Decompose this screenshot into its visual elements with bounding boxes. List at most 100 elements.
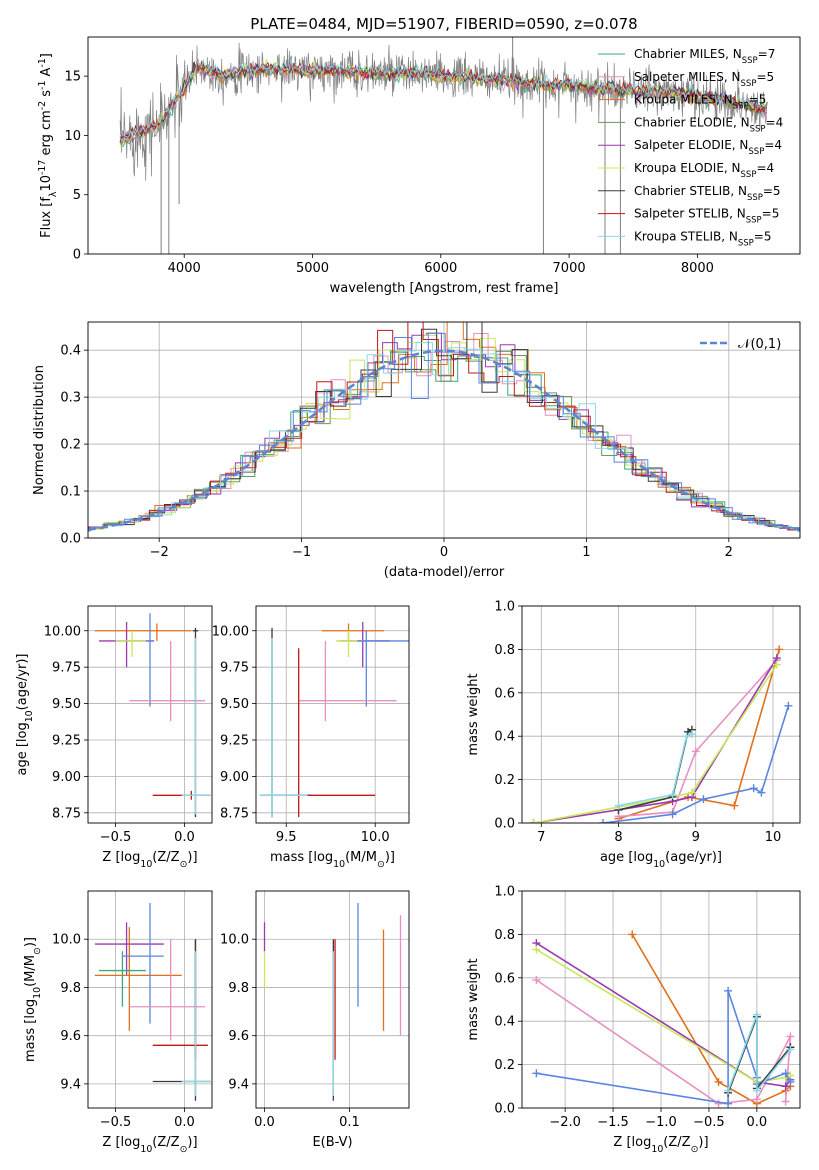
y-tick-label: 0.0	[494, 1102, 515, 1117]
mass-vs-extinction-panel: 0.0 0.1 9.4 9.6 9.8 10.0 E(B-V)	[220, 890, 410, 1150]
x-tick-label: 6000	[424, 261, 457, 276]
weight-series-line	[535, 942, 792, 1088]
plot-area	[94, 903, 211, 1101]
weight-series-line	[603, 705, 790, 823]
y-tick-label: 0.0	[494, 817, 515, 832]
residual-histogram	[88, 322, 800, 532]
legend-entry: Salpeter MILES, NSSP=5	[634, 70, 774, 89]
axes-frame	[87, 605, 213, 824]
weight-point-marker	[714, 1099, 723, 1108]
weight-point-marker	[614, 801, 623, 810]
legend-entry: Chabrier MILES, NSSP=7	[634, 47, 775, 66]
spectrum-panel: 4000 5000 6000 7000 8000 0 5 10 15 wavelength [An…	[37, 36, 801, 296]
y-tick-label: 0.6	[494, 686, 515, 701]
legend-entry: Salpeter STELIB, NSSP=5	[634, 207, 779, 226]
y-tick-label: 10	[64, 129, 81, 144]
weight-point-marker	[668, 790, 677, 799]
age-vs-mass-panel: 9.5 10.0 8.75 9.00 9.25 9.50 9.75 10.00 mass [lo…	[212, 605, 410, 870]
y-tick-label: 9.8	[60, 981, 81, 996]
y-tick-label: 9.00	[52, 770, 81, 785]
y-tick-label: 9.6	[228, 1029, 249, 1044]
x-tick-label: 5000	[296, 261, 329, 276]
y-tick-label: 0.4	[494, 1015, 515, 1030]
plot-area	[94, 613, 211, 818]
y-axis-label: age [log10(age/yr)]	[15, 653, 35, 775]
weight-point-marker	[724, 1099, 733, 1108]
x-axis-label: age [log10(age/yr)]	[600, 850, 722, 870]
weight-series-line	[536, 990, 792, 1105]
data-spectrum-line	[119, 42, 769, 181]
x-tick-label: −0.5	[693, 1115, 725, 1130]
axes-frame	[521, 890, 801, 1109]
x-tick-label: −1	[292, 545, 311, 560]
x-tick-label: 0.0	[254, 1115, 275, 1130]
y-tick-label: 5	[73, 188, 81, 203]
y-tick-label: 8.75	[220, 806, 249, 821]
axes-frame	[255, 890, 410, 1109]
weight-point-marker	[781, 1097, 790, 1106]
x-tick-label: −2.0	[549, 1115, 581, 1130]
weight-point-marker	[599, 819, 608, 823]
weight-point-marker	[668, 810, 677, 819]
axes-frame	[87, 890, 213, 1109]
weight-point-marker	[730, 801, 739, 810]
legend-entry: Kroupa STELIB, NSSP=5	[634, 229, 772, 248]
y-tick-label: 9.25	[220, 733, 249, 748]
y-tick-label: 9.50	[220, 697, 249, 712]
y-tick-label: 10.00	[44, 624, 81, 639]
y-tick-label: 9.6	[60, 1029, 81, 1044]
axes-frame	[87, 321, 801, 539]
weight-point-marker	[532, 1069, 541, 1078]
spectrum-legend: Chabrier MILES, NSSP=7 Salpeter MILES, NS…	[598, 47, 783, 248]
y-tick-label: 9.50	[52, 697, 81, 712]
y-tick-label: 9.75	[52, 661, 81, 676]
age-vs-metallicity-panel: −0.5 0.0 8.75 9.00 9.25 9.50 9.75 10.00 Z [log10…	[15, 605, 213, 870]
x-tick-label: 0.0	[174, 1115, 195, 1130]
weight-point-marker	[532, 945, 541, 954]
model-spectrum-line	[119, 61, 767, 141]
x-axis-label: (data-model)/error	[384, 565, 505, 580]
weight-point-marker	[757, 788, 766, 797]
y-tick-label: 9.4	[60, 1077, 81, 1092]
weight-vs-metallicity-panel: −2.0 −1.5 −1.0 −0.5 0.0 0.0 0.2 0.4 0.6 0.8 1.0 Z […	[466, 885, 801, 1155]
axes-frame	[521, 605, 801, 824]
y-tick-label: 10.0	[52, 933, 81, 948]
weight-point-marker	[784, 701, 793, 710]
weight-point-marker	[691, 747, 700, 756]
x-tick-label: 8	[614, 830, 622, 845]
y-tick-label: 9.25	[52, 733, 81, 748]
plot-area	[119, 37, 769, 254]
x-tick-label: 2	[725, 545, 733, 560]
y-tick-label: 0.2	[60, 438, 81, 453]
x-tick-label: 0.1	[339, 1115, 360, 1130]
x-tick-label: 0.0	[747, 1115, 768, 1130]
weight-series-line	[618, 659, 778, 818]
y-axis-label: Normed distribution	[32, 365, 47, 495]
weight-point-marker	[786, 1045, 795, 1054]
y-tick-label: 0.8	[494, 643, 515, 658]
weight-point-marker	[714, 1077, 723, 1086]
x-tick-label: 4000	[168, 261, 201, 276]
y-tick-label: 0.0	[60, 532, 81, 547]
weight-series-line	[535, 979, 792, 1105]
weight-point-marker	[724, 986, 733, 995]
y-tick-label: 0.4	[494, 730, 515, 745]
legend-entry: Chabrier ELODIE, NSSP=4	[634, 115, 783, 134]
plot-area	[532, 930, 795, 1108]
x-tick-label: 9.5	[276, 830, 297, 845]
legend-entry: 𝒩(0,1)	[738, 337, 781, 352]
weight-point-marker	[752, 1010, 761, 1019]
y-axis-label: mass weight	[466, 958, 481, 1040]
x-axis-label: mass [log10(M/M⊙)]	[270, 850, 395, 870]
weight-point-marker	[772, 660, 781, 669]
y-tick-label: 10.0	[220, 933, 249, 948]
residual-histogram-panel: −2 −1 0 1 2 0.0 0.1 0.2 0.3 0.4 (data-model)/error…	[32, 321, 801, 580]
y-tick-label: 0.6	[494, 971, 515, 986]
weight-point-marker	[532, 975, 541, 984]
weight-point-marker	[786, 1032, 795, 1041]
x-tick-label: −1.0	[645, 1115, 677, 1130]
weight-point-marker	[781, 1082, 790, 1091]
x-axis-label: Z [log10(Z/Z⊙)]	[102, 850, 197, 870]
legend-entry: Salpeter ELODIE, NSSP=4	[634, 138, 782, 157]
